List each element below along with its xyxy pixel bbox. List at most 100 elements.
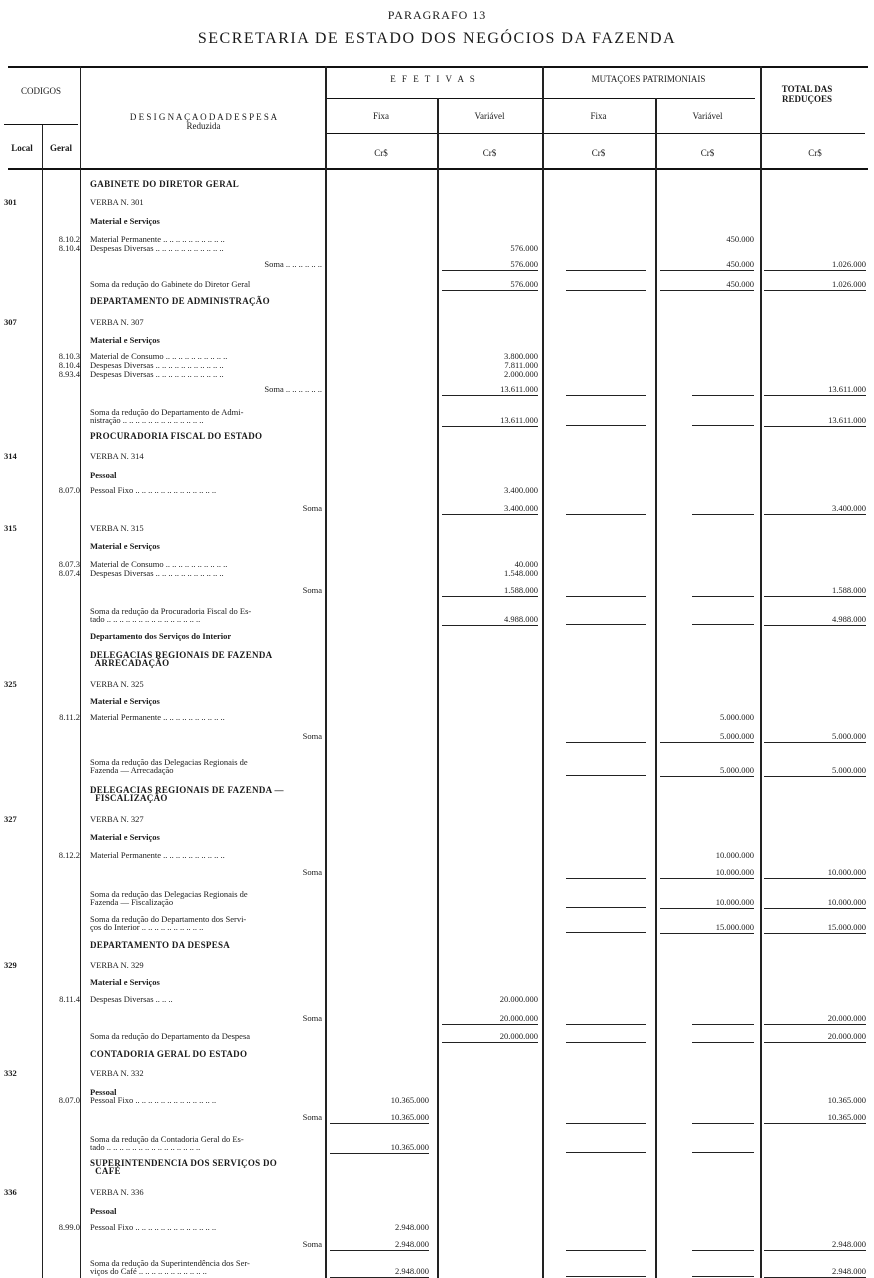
amount-tot: 2.948.000 xyxy=(764,1240,866,1251)
amount-tot: 13.611.000 xyxy=(764,385,866,396)
amount-ev: 13.611.000 xyxy=(442,416,538,427)
amount-ef: 10.365.000 xyxy=(330,1143,429,1154)
placeholder-line xyxy=(692,395,754,396)
amount-ev: 576.000 xyxy=(442,260,538,271)
placeholder-line xyxy=(566,596,646,597)
designation: Soma da redução da Procuradoria Fiscal d… xyxy=(90,606,252,624)
designation: Soma xyxy=(302,1239,322,1249)
designation: Soma .. .. .. .. .. .. xyxy=(264,259,322,269)
placeholder-line xyxy=(566,425,646,426)
designation: Material Permanente .. .. .. .. .. .. ..… xyxy=(90,234,225,244)
designation: Material Permanente .. .. .. .. .. .. ..… xyxy=(90,850,225,860)
designation: Soma da redução do Gabinete do Diretor G… xyxy=(90,279,251,289)
designation: VERBA N. 329 xyxy=(90,960,144,970)
placeholder-line xyxy=(692,1123,754,1124)
amount-tot: 1.588.000 xyxy=(764,586,866,597)
code-local: 329 xyxy=(4,960,17,970)
designation: DEPARTAMENTO DA DESPESA xyxy=(90,940,231,950)
column-line xyxy=(80,66,81,1278)
currency-total: Cr$ xyxy=(808,148,822,158)
designation: SUPERINTENDENCIA DOS SERVIÇOS DO CAFÉ xyxy=(90,1158,278,1176)
designation: Pessoal xyxy=(90,470,117,480)
designation: Soma da redução das Delegacias Regionais… xyxy=(90,889,248,907)
designation: VERBA N. 327 xyxy=(90,814,144,824)
designation: Soma da redução do Departamento de Admi-… xyxy=(90,407,244,425)
designation: Despesas Diversas .. .. .. .. .. .. .. .… xyxy=(90,360,224,370)
amount-ev: 1.548.000 xyxy=(504,568,538,578)
designation: Material e Serviços xyxy=(90,832,160,842)
header-mut-fixa: Fixa xyxy=(590,111,607,121)
code-local: 325 xyxy=(4,679,17,689)
header-reduzida: Reduzida xyxy=(186,121,221,131)
column-line xyxy=(325,66,327,1278)
placeholder-line xyxy=(566,514,646,515)
amount-ev: 7.811.000 xyxy=(504,360,538,370)
amount-tot: 5.000.000 xyxy=(764,766,866,777)
designation: Pessoal Fixo .. .. .. .. .. .. .. .. .. … xyxy=(90,1222,217,1232)
header-codigos: CODIGOS xyxy=(20,86,61,96)
designation: VERBA N. 307 xyxy=(90,317,144,327)
currency-divider xyxy=(325,133,865,134)
designation: Despesas Diversas .. .. .. .. .. .. .. .… xyxy=(90,568,224,578)
column-line xyxy=(542,66,544,1278)
designation: Soma .. .. .. .. .. .. xyxy=(264,384,322,394)
placeholder-line xyxy=(692,1250,754,1251)
code-local: 315 xyxy=(4,523,17,533)
amount-ef: 10.365.000 xyxy=(330,1113,429,1124)
designation: DELEGACIAS REGIONAIS DE FAZENDA — FISCAL… xyxy=(90,785,284,803)
amount-ev: 3.400.000 xyxy=(504,485,538,495)
placeholder-line xyxy=(692,1152,754,1153)
designation: DELEGACIAS REGIONAIS DE FAZENDA ARRECADA… xyxy=(90,650,273,668)
designation: Soma da redução da Superintendência dos … xyxy=(90,1258,250,1276)
designation: Soma xyxy=(302,731,322,741)
amount-tot: 10.365.000 xyxy=(764,1113,866,1124)
placeholder-line xyxy=(692,1042,754,1043)
header-local: Local xyxy=(11,143,33,153)
header-mutacoes: MUTAÇOES PATRIMONIAIS xyxy=(591,74,706,84)
code-geral: 8.10.4 xyxy=(58,243,80,253)
designation: Pessoal Fixo .. .. .. .. .. .. .. .. .. … xyxy=(90,485,217,495)
designation: Pessoal Fixo .. .. .. .. .. .. .. .. .. … xyxy=(90,1095,217,1105)
amount-tot: 20.000.000 xyxy=(764,1014,866,1025)
designation: CONTADORIA GERAL DO ESTADO xyxy=(90,1049,248,1059)
header-ef-fixa: Fixa xyxy=(372,111,389,121)
amount-ev: 20.000.000 xyxy=(442,1014,538,1025)
amount-ev: 3.400.000 xyxy=(442,504,538,515)
designation: VERBA N. 336 xyxy=(90,1187,144,1197)
amount-mv: 5.000.000 xyxy=(720,712,754,722)
amount-mv: 10.000.000 xyxy=(660,898,754,909)
code-local: 336 xyxy=(4,1187,17,1197)
code-geral: 8.93.4 xyxy=(58,369,80,379)
placeholder-line xyxy=(692,624,754,625)
amount-tot: 10.365.000 xyxy=(827,1095,866,1105)
designation: DEPARTAMENTO DE ADMINISTRAÇÃO xyxy=(90,296,270,306)
designation: Soma da redução do Departamento dos Serv… xyxy=(90,914,247,932)
code-geral: 8.99.0 xyxy=(58,1222,80,1232)
designation: Soma da redução das Delegacias Regionais… xyxy=(90,757,248,775)
amount-ev: 4.988.000 xyxy=(442,615,538,626)
placeholder-line xyxy=(566,932,646,933)
code-geral: 8.07.0 xyxy=(58,485,80,495)
placeholder-line xyxy=(566,290,646,291)
amount-ev: 2.000.000 xyxy=(504,369,538,379)
header-total: TOTAL DAS REDUÇOES xyxy=(781,84,833,104)
amount-ev: 40.000 xyxy=(514,559,538,569)
designation: Material de Consumo .. .. .. .. .. .. ..… xyxy=(90,559,228,569)
amount-tot: 2.948.000 xyxy=(764,1267,866,1278)
amount-ev: 1.588.000 xyxy=(442,586,538,597)
code-local: 332 xyxy=(4,1068,17,1078)
code-local: 314 xyxy=(4,451,17,461)
placeholder-line xyxy=(566,878,646,879)
placeholder-line xyxy=(566,624,646,625)
header-designacao: D E S I G N A Ç A O D A D E S P E S A xyxy=(129,112,278,122)
column-line xyxy=(42,125,43,1278)
amount-ev: 576.000 xyxy=(510,243,538,253)
placeholder-line xyxy=(566,1152,646,1153)
placeholder-line xyxy=(566,1042,646,1043)
amount-mv: 450.000 xyxy=(660,280,754,291)
amount-ev: 3.800.000 xyxy=(504,351,538,361)
amount-tot: 10.000.000 xyxy=(764,868,866,879)
code-geral: 8.07.0 xyxy=(58,1095,80,1105)
page-subtitle: SECRETARIA DE ESTADO DOS NEGÓCIOS DA FAZ… xyxy=(197,30,677,47)
code-local: 327 xyxy=(4,814,17,824)
